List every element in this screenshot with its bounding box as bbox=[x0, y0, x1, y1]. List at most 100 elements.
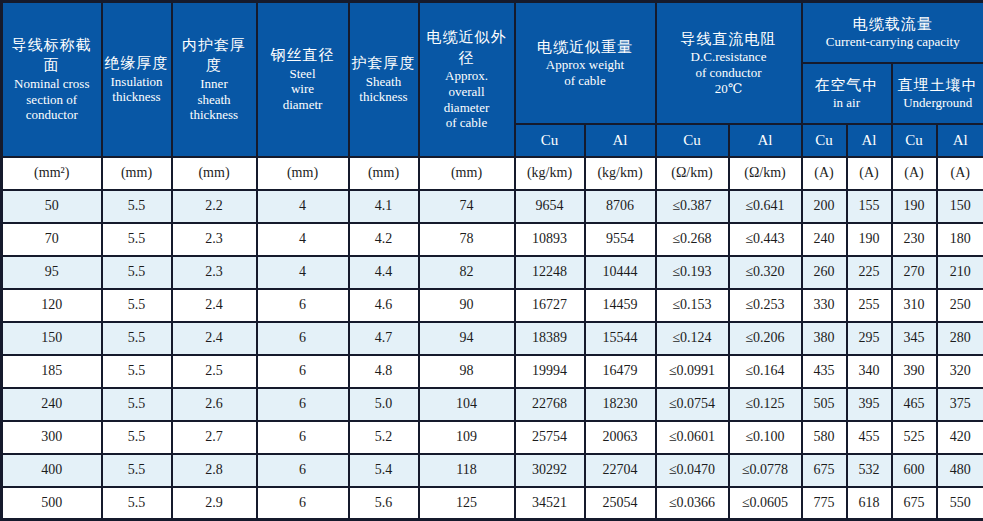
table-cell: 20063 bbox=[585, 421, 656, 454]
table-cell: 295 bbox=[847, 322, 892, 355]
table-cell: 180 bbox=[937, 223, 983, 256]
table-cell: 120 bbox=[2, 289, 102, 322]
table-cell: 78 bbox=[419, 223, 515, 256]
header-en-label: Sheath thickness bbox=[352, 74, 416, 106]
table-row: 505.52.244.17496548706≤0.387≤0.641200155… bbox=[2, 190, 983, 223]
table-cell: ≤0.0605 bbox=[729, 487, 802, 520]
unit-cell: (mm²) bbox=[2, 157, 102, 190]
col-header-approx-weight: 电缆近似重量 Approx weight of cable bbox=[515, 2, 656, 124]
table-cell: 240 bbox=[2, 388, 102, 421]
material-header-cell: Al bbox=[585, 124, 656, 157]
table-cell: 210 bbox=[937, 256, 983, 289]
table-cell: 74 bbox=[419, 190, 515, 223]
table-cell: 600 bbox=[892, 454, 937, 487]
material-header-cell: Cu bbox=[802, 124, 847, 157]
table-cell: 4.8 bbox=[349, 355, 419, 388]
table-cell: 260 bbox=[802, 256, 847, 289]
table-cell: ≤0.641 bbox=[729, 190, 802, 223]
table-cell: 675 bbox=[892, 487, 937, 520]
table-cell: 435 bbox=[802, 355, 847, 388]
header-en-label: Approx weight of cable bbox=[518, 57, 653, 89]
table-cell: 320 bbox=[937, 355, 983, 388]
table-cell: 5.5 bbox=[102, 322, 172, 355]
table-cell: 4.7 bbox=[349, 322, 419, 355]
col-header-dc-resistance: 导线直流电阻 D.C.resistance of conductor 20℃ bbox=[656, 2, 802, 124]
table-cell: 5.2 bbox=[349, 421, 419, 454]
material-header-cell: Al bbox=[937, 124, 983, 157]
col-header-sheath-thickness: 护套厚度 Sheath thickness bbox=[349, 2, 419, 157]
table-cell: 16479 bbox=[585, 355, 656, 388]
unit-cell: (kg/km) bbox=[515, 157, 585, 190]
table-cell: ≤0.0366 bbox=[656, 487, 729, 520]
unit-cell: (mm) bbox=[419, 157, 515, 190]
table-cell: 4.2 bbox=[349, 223, 419, 256]
table-body: 505.52.244.17496548706≤0.387≤0.641200155… bbox=[2, 190, 983, 520]
table-cell: 190 bbox=[847, 223, 892, 256]
table-cell: 16727 bbox=[515, 289, 585, 322]
table-cell: 6 bbox=[257, 289, 349, 322]
material-header-cell: Cu bbox=[656, 124, 729, 157]
header-zh-label: 电缆载流量 bbox=[805, 14, 982, 34]
table-cell: 5.5 bbox=[102, 289, 172, 322]
units-row: (mm²) (mm) (mm) (mm) (mm) (mm) (kg/km) (… bbox=[2, 157, 983, 190]
table-cell: 4.4 bbox=[349, 256, 419, 289]
table-cell: 94 bbox=[419, 322, 515, 355]
table-cell: 230 bbox=[892, 223, 937, 256]
table-cell: 18389 bbox=[515, 322, 585, 355]
table-cell: 22704 bbox=[585, 454, 656, 487]
table-cell: 675 bbox=[802, 454, 847, 487]
table-cell: 104 bbox=[419, 388, 515, 421]
unit-cell: (mm) bbox=[257, 157, 349, 190]
table-row: 4005.52.865.41183029222704≤0.0470≤0.0778… bbox=[2, 454, 983, 487]
table-cell: 155 bbox=[847, 190, 892, 223]
table-cell: 6 bbox=[257, 421, 349, 454]
table-cell: 240 bbox=[802, 223, 847, 256]
table-cell: 90 bbox=[419, 289, 515, 322]
header-en-label: D.C.resistance of conductor 20℃ bbox=[659, 49, 799, 97]
table-row: 1855.52.564.8981999416479≤0.0991≤0.16443… bbox=[2, 355, 983, 388]
table-cell: 34521 bbox=[515, 487, 585, 520]
table-cell: 340 bbox=[847, 355, 892, 388]
table-row: 705.52.344.278108939554≤0.268≤0.44324019… bbox=[2, 223, 983, 256]
table-cell: 19994 bbox=[515, 355, 585, 388]
table-cell: 30292 bbox=[515, 454, 585, 487]
table-cell: 400 bbox=[2, 454, 102, 487]
table-cell: 4.1 bbox=[349, 190, 419, 223]
table-cell: 6 bbox=[257, 454, 349, 487]
table-cell: 580 bbox=[802, 421, 847, 454]
table-cell: 185 bbox=[2, 355, 102, 388]
table-cell: 9654 bbox=[515, 190, 585, 223]
table-cell: 532 bbox=[847, 454, 892, 487]
table-cell: 5.5 bbox=[102, 355, 172, 388]
table-cell: ≤0.153 bbox=[656, 289, 729, 322]
unit-cell: (Ω/km) bbox=[729, 157, 802, 190]
table-cell: 190 bbox=[892, 190, 937, 223]
table-cell: ≤0.0470 bbox=[656, 454, 729, 487]
table-row: 1505.52.464.7941838915544≤0.124≤0.206380… bbox=[2, 322, 983, 355]
table-cell: 550 bbox=[937, 487, 983, 520]
table-cell: 2.4 bbox=[172, 289, 257, 322]
table-cell: 82 bbox=[419, 256, 515, 289]
material-header-cell: Al bbox=[729, 124, 802, 157]
col-header-steel-wire-diameter: 钢丝直径 Steel wire diametr bbox=[257, 2, 349, 157]
unit-cell: (A) bbox=[892, 157, 937, 190]
unit-cell: (A) bbox=[937, 157, 983, 190]
table-cell: 6 bbox=[257, 487, 349, 520]
unit-cell: (mm) bbox=[102, 157, 172, 190]
table-cell: ≤0.193 bbox=[656, 256, 729, 289]
table-cell: 98 bbox=[419, 355, 515, 388]
table-cell: 505 bbox=[802, 388, 847, 421]
cable-specification-table: 导线标称截面 Nominal cross section of conducto… bbox=[0, 0, 983, 521]
table-cell: 5.5 bbox=[102, 223, 172, 256]
material-header-cell: Cu bbox=[515, 124, 585, 157]
header-en-label: Approx. overall diameter of cable bbox=[422, 68, 512, 131]
table-cell: 455 bbox=[847, 421, 892, 454]
header-zh-label: 直埋土壤中 bbox=[895, 75, 982, 95]
table-cell: 4 bbox=[257, 190, 349, 223]
table-cell: 70 bbox=[2, 223, 102, 256]
table-cell: 270 bbox=[892, 256, 937, 289]
table-cell: ≤0.164 bbox=[729, 355, 802, 388]
header-zh-label: 钢丝直径 bbox=[260, 45, 346, 65]
table-cell: 5.5 bbox=[102, 454, 172, 487]
table-cell: 4.6 bbox=[349, 289, 419, 322]
